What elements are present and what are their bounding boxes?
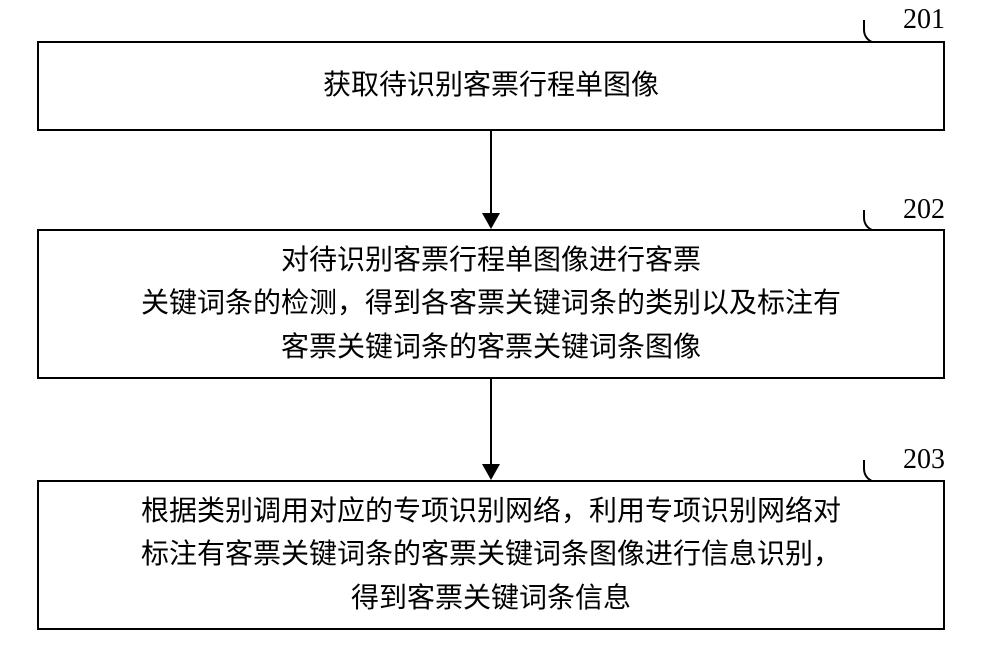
label-202: 202 [903,194,945,226]
label-201: 201 [903,4,945,36]
step-202-text: 对待识别客票行程单图像进行客票 关键词条的检测，得到各客票关键词条的类别以及标注… [141,239,841,369]
flowchart-canvas: 201 获取待识别客票行程单图像 202 对待识别客票行程单图像进行客票 关键词… [0,0,1000,668]
arrow-2-head [482,464,500,480]
step-203-text: 根据类别调用对应的专项识别网络，利用专项识别网络对 标注有客票关键词条的客票关键… [141,490,841,620]
label-203: 203 [903,444,945,476]
arrow-1-line [490,131,492,213]
step-203-box: 根据类别调用对应的专项识别网络，利用专项识别网络对 标注有客票关键词条的客票关键… [37,480,945,630]
arrow-2-line [490,379,492,464]
step-202-box: 对待识别客票行程单图像进行客票 关键词条的检测，得到各客票关键词条的类别以及标注… [37,229,945,379]
step-201-text: 获取待识别客票行程单图像 [323,64,659,107]
step-201-box: 获取待识别客票行程单图像 [37,41,945,131]
arrow-1-head [482,213,500,229]
